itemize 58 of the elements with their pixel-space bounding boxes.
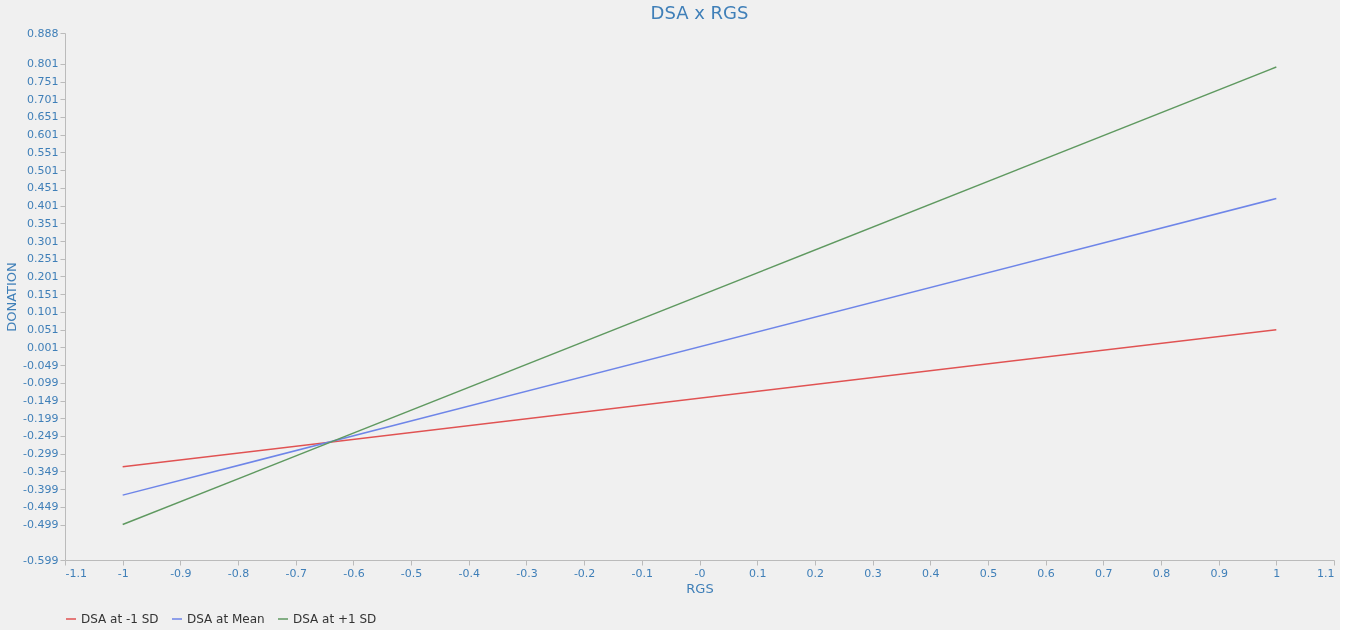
y-tick-label: -0.249 <box>23 429 59 443</box>
x-tick-label: 1 <box>1273 566 1281 580</box>
x-tick-label: 0.8 <box>1152 566 1171 580</box>
y-tick-label: -0.149 <box>23 394 59 408</box>
y-tick-label: 0.401 <box>27 199 59 213</box>
y-tick-label: -0.349 <box>23 464 59 478</box>
y-tick-label: 0.451 <box>27 181 59 195</box>
y-tick-label: -0.449 <box>23 500 59 514</box>
y-tick-label: -0.399 <box>23 482 59 496</box>
y-tick-label: 0.301 <box>27 234 59 248</box>
x-tick-label: 0.3 <box>864 566 882 580</box>
legend-label: DSA at Mean <box>187 612 265 626</box>
y-tick-label: 0.001 <box>27 340 59 354</box>
x-tick-label: -1 <box>117 566 129 580</box>
x-tick-label: 0.4 <box>921 566 940 580</box>
y-tick-label: -0.049 <box>23 358 59 372</box>
y-tick-label: 0.201 <box>27 269 59 283</box>
x-tick-label: -0.8 <box>227 566 250 580</box>
x-tick-label: -0.1 <box>631 566 654 580</box>
y-tick-label: 0.551 <box>27 145 59 159</box>
y-tick-label: 0.751 <box>27 75 59 89</box>
x-tick-label: 0.5 <box>979 566 998 580</box>
y-tick-label: 0.051 <box>27 323 59 337</box>
x-tick-label: -0.5 <box>400 566 423 580</box>
x-tick-label: -0.7 <box>285 566 307 580</box>
y-tick-label: -0.099 <box>23 376 59 390</box>
x-tick-label: 0.9 <box>1210 566 1228 580</box>
x-tick-label: 0.7 <box>1095 566 1113 580</box>
y-tick-label: 0.501 <box>27 163 59 177</box>
x-tick-label: -0.4 <box>458 566 481 580</box>
x-tick-label: 1.1 <box>1317 566 1335 580</box>
y-tick-label: 0.251 <box>27 252 59 266</box>
y-tick-label: -0.599 <box>23 553 59 567</box>
y-tick-label: 0.101 <box>27 305 59 319</box>
y-tick-label: 0.888 <box>27 26 59 40</box>
y-tick-label: 0.651 <box>27 110 59 124</box>
x-tick-label: -0 <box>694 566 706 580</box>
x-tick-label: -1.1 <box>65 566 87 580</box>
x-tick-label: -0.3 <box>516 566 538 580</box>
y-tick-label: -0.199 <box>23 411 59 425</box>
x-tick-label: 0.6 <box>1037 566 1055 580</box>
y-tick-label: -0.499 <box>23 518 59 532</box>
x-axis-title: RGS <box>686 580 714 596</box>
x-tick-label: 0.2 <box>806 566 825 580</box>
y-tick-label: 0.801 <box>27 57 59 71</box>
y-tick-label: 0.151 <box>27 287 59 301</box>
y-tick-label: 0.601 <box>27 128 59 142</box>
legend-label: DSA at +1 SD <box>293 612 377 626</box>
x-tick-label: 0.1 <box>748 566 767 580</box>
x-tick-label: -0.6 <box>343 566 365 580</box>
y-tick-label: 0.351 <box>27 216 59 230</box>
legend-label: DSA at -1 SD <box>81 612 159 626</box>
y-axis-title: DONATION <box>4 262 20 332</box>
y-tick-label: -0.299 <box>23 447 59 461</box>
x-tick-label: -0.2 <box>573 566 596 580</box>
x-tick-label: -0.9 <box>170 566 192 580</box>
y-tick-label: 0.701 <box>27 92 59 106</box>
chart-title: DSA x RGS <box>650 2 749 23</box>
